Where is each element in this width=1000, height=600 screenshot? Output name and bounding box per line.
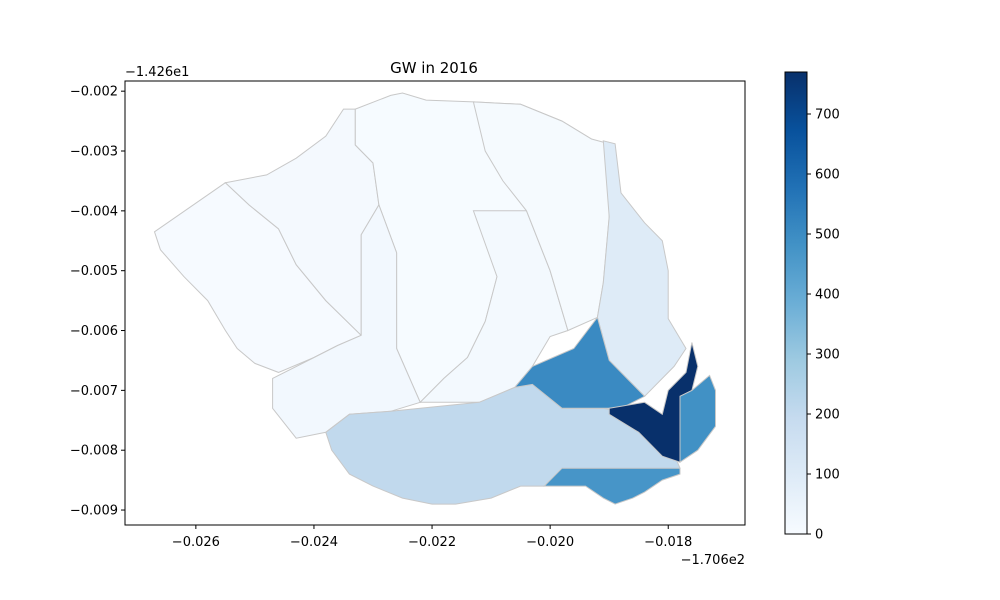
y-axis: −0.002 −0.003 −0.004 −0.005 −0.006 −0.007 −0.0… — [70, 85, 125, 519]
x-tick-label: −0.020 — [526, 535, 574, 550]
chart-title: GW in 2016 — [390, 59, 478, 77]
x-tick-label: −0.022 — [408, 535, 456, 550]
map-region-7 — [596, 140, 687, 398]
map-regions — [153, 92, 716, 505]
y-tick-label: −0.008 — [70, 444, 118, 459]
x-tick-label: −0.018 — [644, 535, 692, 550]
colorbar-tick-label: 200 — [815, 408, 840, 423]
colorbar-ticks: 0 100 200 300 400 500 600 700 — [807, 108, 840, 543]
y-tick-label: −0.006 — [70, 324, 118, 339]
y-tick-label: −0.009 — [70, 504, 118, 519]
x-tick-label: −0.026 — [172, 535, 220, 550]
y-axis-offset-label: −1.426e1 — [125, 65, 189, 80]
colorbar-tick-label: 400 — [815, 288, 840, 303]
colorbar-tick-label: 300 — [815, 348, 840, 363]
y-tick-label: −0.002 — [70, 85, 118, 100]
x-axis: −0.026 −0.024 −0.022 −0.020 −0.018 — [172, 525, 692, 550]
colorbar-tick-label: 0 — [815, 528, 823, 543]
y-tick-label: −0.003 — [70, 145, 118, 160]
colorbar-tick-label: 100 — [815, 468, 840, 483]
map-region-12 — [542, 467, 681, 505]
colorbar-frame — [784, 71, 808, 535]
colorbar-tick-label: 600 — [815, 168, 840, 183]
colorbar-tick-label: 500 — [815, 228, 840, 243]
map-region-10 — [608, 342, 699, 463]
map-region-4 — [272, 203, 421, 439]
y-tick-label: −0.005 — [70, 264, 118, 279]
x-axis-offset-label: −1.706e2 — [681, 553, 745, 568]
colorbar — [785, 72, 807, 534]
plot-area-frame — [124, 80, 746, 526]
map-region-11 — [679, 374, 716, 464]
map-region-9 — [513, 316, 646, 409]
x-tick-label: −0.024 — [290, 535, 338, 550]
colorbar-tick-label: 700 — [815, 108, 840, 123]
y-tick-label: −0.007 — [70, 384, 118, 399]
y-tick-label: −0.004 — [70, 204, 118, 219]
